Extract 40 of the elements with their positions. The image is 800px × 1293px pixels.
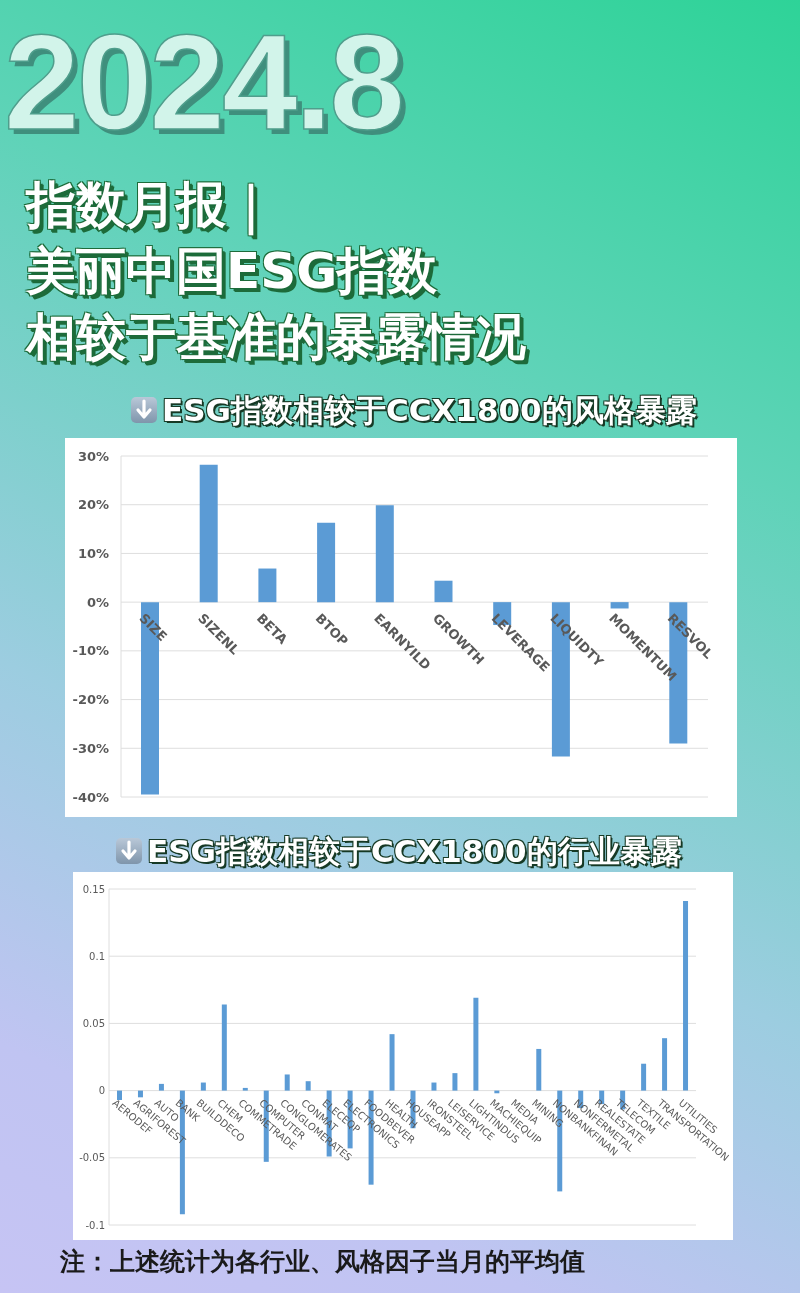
bar: [284, 1074, 290, 1091]
bar: [117, 1090, 122, 1101]
bar: [452, 1073, 458, 1091]
bar: [473, 997, 479, 1091]
y-tick-label: -40%: [72, 789, 109, 805]
bar: [431, 1082, 437, 1091]
bar: [199, 464, 218, 603]
chart-title: 指数月报｜美丽中国ESG指数相较于基准的暴露情况: [26, 175, 526, 368]
bar: [305, 1081, 311, 1091]
y-tick-label: -10%: [72, 643, 109, 659]
text: 2024.8: [4, 5, 402, 160]
chart-subtitle: ESG指数相较于CCX1800的风格暴露: [162, 392, 697, 428]
bar: [389, 1034, 395, 1091]
y-tick-label: 30%: [77, 448, 109, 464]
text: 注：上述统计为各行业、风格因子当月的平均值: [60, 1247, 585, 1277]
bar: [641, 1063, 647, 1091]
y-tick-label: 20%: [77, 497, 109, 513]
y-tick-label: -20%: [72, 692, 109, 708]
bar: [683, 901, 689, 1091]
bar: [610, 602, 629, 609]
y-tick-label: 0.15: [82, 883, 105, 895]
bar: [221, 1004, 227, 1091]
y-tick-label: 0%: [86, 594, 109, 610]
y-tick-label: -0.05: [79, 1152, 105, 1164]
y-tick-label: 10%: [77, 546, 109, 562]
y-tick-label: -30%: [72, 740, 109, 756]
y-tick-label: -0.1: [85, 1219, 105, 1231]
bar: [158, 1083, 164, 1091]
bar: [200, 1082, 206, 1091]
y-tick-label: 0.05: [82, 1017, 105, 1029]
bar: [375, 505, 394, 603]
y-tick-label: 0.1: [89, 950, 105, 962]
bar: [317, 522, 336, 603]
bar: [258, 568, 277, 603]
y-tick-label: 0: [98, 1085, 105, 1097]
chart-title: ESG指数相较于CCX1800的行业暴露: [147, 833, 682, 869]
bar: [536, 1048, 542, 1091]
bar: [242, 1087, 248, 1091]
bar: [434, 580, 453, 603]
bar: [662, 1038, 668, 1091]
